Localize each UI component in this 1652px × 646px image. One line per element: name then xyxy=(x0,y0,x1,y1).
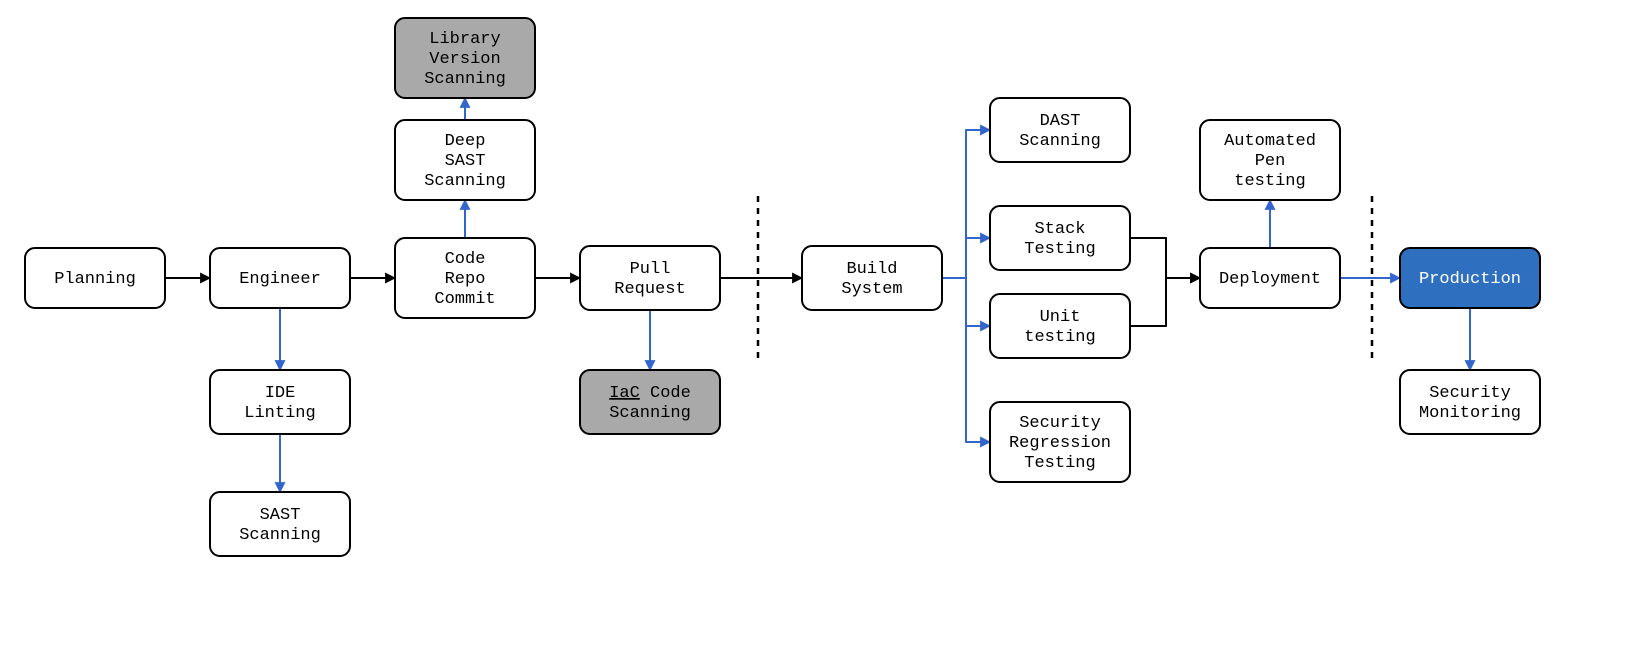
node-codeRepo: CodeRepoCommit xyxy=(395,238,535,318)
node-production: Production xyxy=(1400,248,1540,308)
node-deploy: Deployment xyxy=(1200,248,1340,308)
node-deepSast: DeepSASTScanning xyxy=(395,120,535,200)
node-label-secMon: SecurityMonitoring xyxy=(1419,384,1521,423)
node-stackTest: StackTesting xyxy=(990,206,1130,270)
node-planning: Planning xyxy=(25,248,165,308)
node-buildSys: BuildSystem xyxy=(802,246,942,310)
edge-unitTest-to-deploy xyxy=(1130,278,1200,326)
node-label-deploy: Deployment xyxy=(1219,270,1321,289)
node-label-planning: Planning xyxy=(54,270,136,289)
node-label-iacScan: IaC CodeScanning xyxy=(609,384,691,423)
node-unitTest: Unittesting xyxy=(990,294,1130,358)
node-pullReq: PullRequest xyxy=(580,246,720,310)
edge-buildSys-to-secReg xyxy=(942,278,990,442)
node-label-secReg: SecurityRegressionTesting xyxy=(1009,414,1111,473)
node-label-production: Production xyxy=(1419,270,1521,289)
node-secReg: SecurityRegressionTesting xyxy=(990,402,1130,482)
node-secMon: SecurityMonitoring xyxy=(1400,370,1540,434)
flowchart-canvas: Planning Engineer IDELinting SASTScanning Co… xyxy=(0,0,1652,646)
node-label-libVer: LibraryVersionScanning xyxy=(424,30,506,89)
node-label-buildSys: BuildSystem xyxy=(841,260,902,299)
node-label-engineer: Engineer xyxy=(239,270,321,289)
node-autoPen: AutomatedPentesting xyxy=(1200,120,1340,200)
node-iacScan: IaC CodeScanning xyxy=(580,370,720,434)
node-sastScan: SASTScanning xyxy=(210,492,350,556)
node-ideLint: IDELinting xyxy=(210,370,350,434)
node-dastScan: DASTScanning xyxy=(990,98,1130,162)
node-label-stackTest: StackTesting xyxy=(1024,220,1095,259)
edge-buildSys-to-stackTest xyxy=(942,238,990,278)
nodes: Planning Engineer IDELinting SASTScanning Co… xyxy=(25,18,1540,556)
edge-stackTest-to-deploy xyxy=(1130,238,1200,278)
node-libVer: LibraryVersionScanning xyxy=(395,18,535,98)
node-engineer: Engineer xyxy=(210,248,350,308)
